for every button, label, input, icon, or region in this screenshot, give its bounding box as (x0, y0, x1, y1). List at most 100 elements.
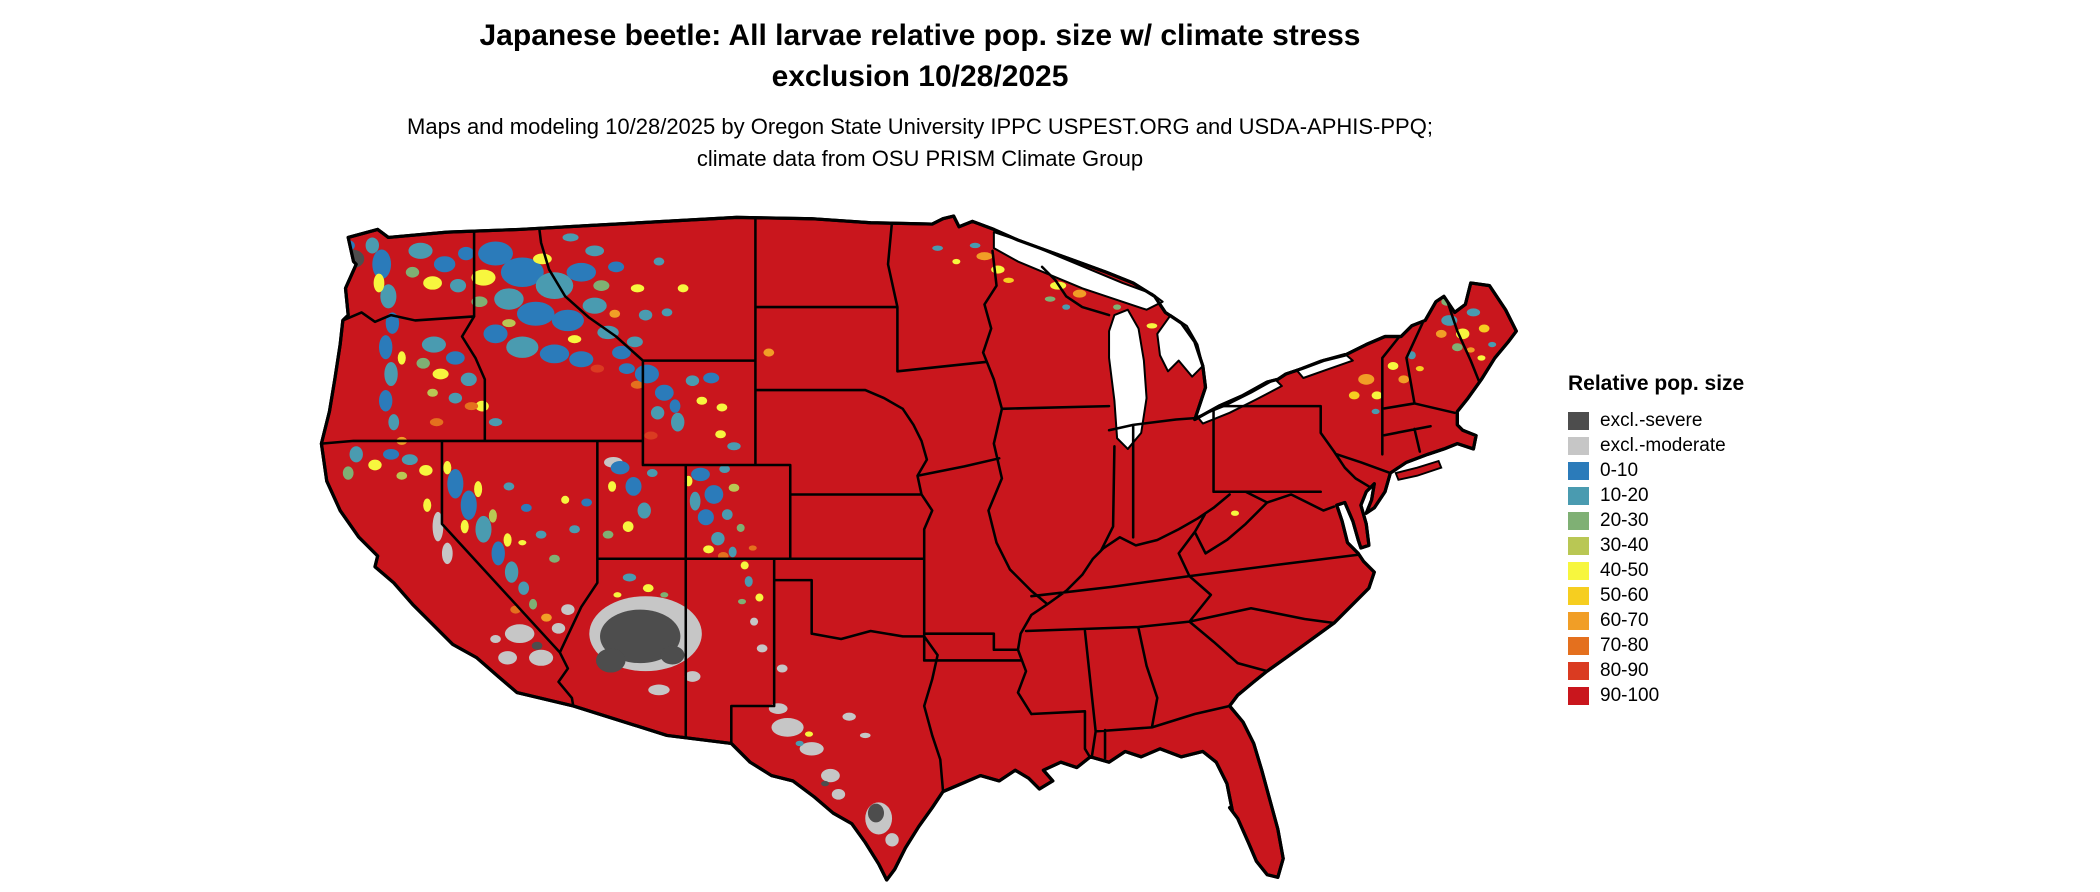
map-patch (541, 613, 552, 622)
map-patch (642, 584, 654, 593)
map-patch (349, 446, 363, 463)
map-patch (569, 351, 594, 368)
map-patch (500, 257, 544, 287)
map-patch (831, 788, 846, 800)
map-patch (1371, 408, 1380, 415)
legend-item: excl.-severe (1568, 408, 1828, 433)
map-patch (504, 561, 519, 583)
map-patch (372, 249, 392, 279)
map-patch (711, 531, 725, 546)
map-patch (634, 364, 659, 384)
map-patch (610, 460, 630, 475)
map-patch (419, 465, 433, 476)
map-patch (654, 384, 674, 401)
map-patch (622, 573, 637, 582)
map-patch (755, 593, 764, 602)
map-patch (373, 273, 385, 293)
map-patch (1062, 304, 1071, 310)
map-patch (719, 465, 730, 474)
map-patch (1488, 341, 1497, 348)
map-patch (385, 312, 400, 334)
map-patch (533, 253, 552, 265)
legend-item-label: 70-80 (1600, 634, 1649, 656)
legend-item: excl.-moderate (1568, 433, 1828, 458)
map-patch (478, 241, 513, 266)
map-patch (378, 390, 393, 412)
map-patch (618, 363, 635, 374)
map-patch (383, 448, 400, 460)
map-patch (1387, 361, 1399, 370)
map-patch (529, 649, 554, 666)
map-patch (471, 296, 488, 308)
map-patch (423, 498, 432, 512)
map-patch (1358, 373, 1375, 385)
map-patch (703, 372, 720, 384)
map-patch (728, 546, 737, 558)
map-patch (697, 509, 714, 526)
map-patch (590, 364, 605, 373)
map-patch (691, 467, 710, 482)
map-patch (582, 297, 607, 314)
map-patch (677, 284, 689, 293)
map-patch (756, 644, 768, 653)
legend-item: 30-40 (1568, 533, 1828, 558)
map-patch (368, 459, 382, 471)
map-patch (504, 624, 535, 644)
map-patch (716, 403, 728, 412)
map-patch (1230, 510, 1239, 516)
map-patch (1072, 289, 1087, 298)
map-patch (365, 237, 379, 254)
map-patch (859, 732, 871, 739)
legend-item: 10-20 (1568, 483, 1828, 508)
map-patch (483, 324, 508, 344)
map-patch (648, 684, 670, 696)
map-patch (969, 242, 981, 249)
map-patch (799, 742, 824, 756)
map-patch (569, 525, 580, 534)
map-patch (776, 664, 788, 673)
map-patch (384, 361, 398, 387)
map-patch (660, 592, 669, 598)
legend-item-label: 90-100 (1600, 684, 1660, 706)
map-patch (952, 258, 961, 265)
map-patch (646, 469, 658, 478)
legend-swatch (1568, 586, 1589, 605)
map-patch (429, 418, 444, 427)
map-patch (1398, 375, 1410, 384)
map-patch (1113, 304, 1122, 310)
map-patch (1003, 277, 1014, 283)
map-patch (1435, 329, 1447, 338)
page-title: Japanese beetle: All larvae relative pop… (479, 19, 1361, 93)
legend-swatch (1568, 536, 1589, 555)
map-patch (630, 380, 645, 389)
map-patch (736, 523, 745, 532)
map-patch (795, 740, 804, 747)
map-patch (378, 335, 393, 360)
map-patch (549, 554, 560, 563)
map-patch (721, 509, 733, 520)
map-patch (397, 351, 406, 365)
map-patch (581, 498, 592, 507)
map-patch (502, 319, 516, 328)
legend-item-label: excl.-severe (1600, 409, 1703, 431)
us-map-svg (319, 214, 1518, 882)
legend-item: 40-50 (1568, 558, 1828, 583)
map-patch (551, 309, 584, 332)
map-patch (443, 460, 452, 475)
map-patch (458, 246, 475, 261)
map-patch (498, 651, 517, 665)
map-patch (585, 245, 605, 257)
map-patch (622, 521, 634, 532)
map-patch (771, 718, 804, 737)
map-patch (520, 503, 532, 512)
legend-title: Relative pop. size (1568, 372, 1745, 395)
legend-swatch (1568, 686, 1589, 705)
legend-swatch (1568, 561, 1589, 580)
map-patch (715, 430, 726, 439)
legend-item-label: 80-90 (1600, 659, 1649, 681)
map-patch (433, 256, 456, 273)
map-patch (494, 288, 524, 310)
map-patch (460, 490, 477, 520)
legend-item: 50-60 (1568, 583, 1828, 608)
map-patch (432, 368, 449, 380)
